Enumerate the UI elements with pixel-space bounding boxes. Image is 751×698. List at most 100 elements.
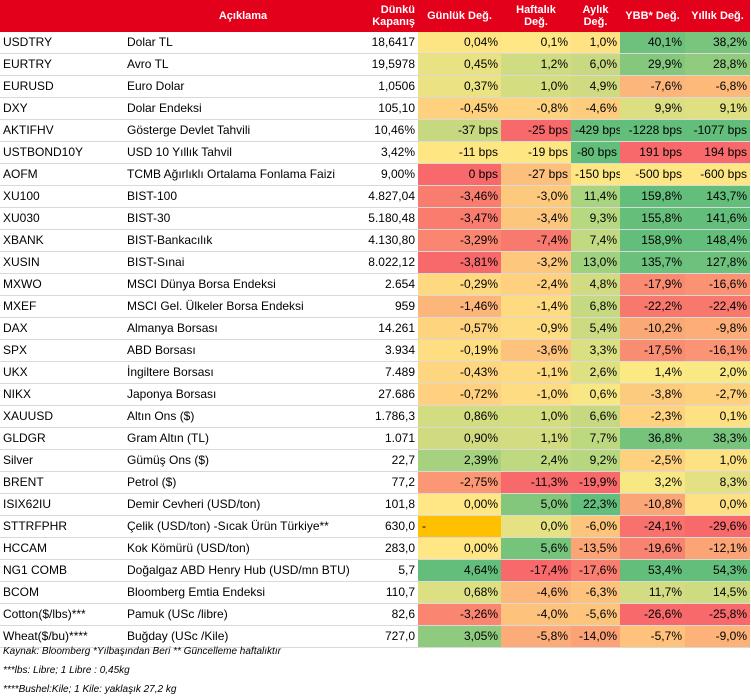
cell-daily-change: -3,29% xyxy=(418,229,501,252)
table-row: UKX İngiltere Borsası 7.489 -0,43% -1,1% 2,6%… xyxy=(0,361,750,384)
cell-daily-change: -0,19% xyxy=(418,339,501,362)
table-row: Wheat($/bu)**** Buğday (USc /Kile) 727,0 3,… xyxy=(0,625,750,648)
cell-ytd-change: 53,4% xyxy=(620,559,685,582)
table-row: XBANK BIST-Bankacılık 4.130,80 -3,29% -7,4% 7… xyxy=(0,229,750,252)
cell-daily-change: -37 bps xyxy=(418,119,501,142)
cell-ytd-change: 1,4% xyxy=(620,361,685,384)
cell-close: 4.130,80 xyxy=(363,229,418,252)
table-row: XU030 BIST-30 5.180,48 -3,47% -3,4% 9,3% 155,8… xyxy=(0,207,750,230)
cell-weekly-change: 1,2% xyxy=(501,53,571,76)
cell-monthly-change: 3,3% xyxy=(571,339,620,362)
cell-close: 22,7 xyxy=(363,449,418,472)
cell-close: 5,7 xyxy=(363,559,418,582)
footnote-bushel: ****Bushel:Kile; 1 Kile: yaklaşık 27,2 k… xyxy=(3,684,177,695)
table-row: USDTRY Dolar TL 18,6417 0,04% 0,1% 1,0% 40,1% 3… xyxy=(0,32,750,54)
header-dunku-kapanis: Dünkü Kapanış xyxy=(363,0,418,32)
cell-weekly-change: -3,4% xyxy=(501,207,571,230)
table-row: GLDGR Gram Altın (TL) 1.071 0,90% 1,1% 7,7% 36… xyxy=(0,427,750,450)
cell-ytd-change: -1228 bps xyxy=(620,119,685,142)
cell-monthly-change: -150 bps xyxy=(571,163,620,186)
cell-yearly-change: 0,1% xyxy=(685,405,750,428)
cell-description: Pamuk (USc /libre) xyxy=(123,603,363,626)
header-aylik: Aylık Değ. xyxy=(571,0,620,32)
table-row: XUSIN BIST-Sınai 8.022,12 -3,81% -3,2% 13,0% 1… xyxy=(0,251,750,274)
cell-code: ISIX62IU xyxy=(0,493,123,516)
cell-monthly-change: 11,4% xyxy=(571,185,620,208)
cell-yearly-change: 141,6% xyxy=(685,207,750,230)
cell-ytd-change: 11,7% xyxy=(620,581,685,604)
cell-ytd-change: 135,7% xyxy=(620,251,685,274)
cell-weekly-change: 1,0% xyxy=(501,405,571,428)
cell-yearly-change: -9,0% xyxy=(685,625,750,648)
cell-yearly-change: 143,7% xyxy=(685,185,750,208)
cell-close: 630,0 xyxy=(363,515,418,538)
cell-ytd-change: -17,9% xyxy=(620,273,685,296)
cell-close: 7.489 xyxy=(363,361,418,384)
cell-weekly-change: 5,0% xyxy=(501,493,571,516)
cell-yearly-change: -22,4% xyxy=(685,295,750,318)
cell-monthly-change: 22,3% xyxy=(571,493,620,516)
cell-ytd-change: -2,5% xyxy=(620,449,685,472)
cell-ytd-change: -19,6% xyxy=(620,537,685,560)
cell-code: Wheat($/bu)**** xyxy=(0,625,123,648)
cell-monthly-change: 2,6% xyxy=(571,361,620,384)
cell-daily-change: 3,05% xyxy=(418,625,501,648)
table-row: XAUUSD Altın Ons ($) 1.786,3 0,86% 1,0% 6,6% -… xyxy=(0,405,750,428)
cell-close: 77,2 xyxy=(363,471,418,494)
cell-description: Altın Ons ($) xyxy=(123,405,363,428)
cell-code: NIKX xyxy=(0,383,123,406)
cell-daily-change: 4,64% xyxy=(418,559,501,582)
cell-weekly-change: -1,0% xyxy=(501,383,571,406)
cell-close: 8.022,12 xyxy=(363,251,418,274)
cell-code: XAUUSD xyxy=(0,405,123,428)
cell-close: 27.686 xyxy=(363,383,418,406)
header-ybb: YBB* Değ. xyxy=(620,0,685,32)
cell-close: 283,0 xyxy=(363,537,418,560)
cell-yearly-change: 8,3% xyxy=(685,471,750,494)
cell-yearly-change: -2,7% xyxy=(685,383,750,406)
cell-code: HCCAM xyxy=(0,537,123,560)
cell-daily-change: -0,43% xyxy=(418,361,501,384)
cell-daily-change: -0,45% xyxy=(418,97,501,120)
cell-weekly-change: -0,8% xyxy=(501,97,571,120)
cell-weekly-change: 1,0% xyxy=(501,75,571,98)
cell-code: DXY xyxy=(0,97,123,120)
cell-daily-change: -3,26% xyxy=(418,603,501,626)
table-row: BRENT Petrol ($) 77,2 -2,75% -11,3% -19,9% 3,2… xyxy=(0,471,750,494)
cell-monthly-change: -6,0% xyxy=(571,515,620,538)
cell-description: Dolar TL xyxy=(123,32,363,54)
cell-ytd-change: -10,2% xyxy=(620,317,685,340)
cell-ytd-change: -5,7% xyxy=(620,625,685,648)
table-row: NG1 COMB Doğalgaz ABD Henry Hub (USD/mn B… xyxy=(0,559,750,582)
cell-close: 3,42% xyxy=(363,141,418,164)
cell-description: TCMB Ağırlıklı Ortalama Fonlama Faizi xyxy=(123,163,363,186)
cell-monthly-change: -6,3% xyxy=(571,581,620,604)
cell-close: 19,5978 xyxy=(363,53,418,76)
cell-monthly-change: 4,8% xyxy=(571,273,620,296)
cell-ytd-change: -500 bps xyxy=(620,163,685,186)
cell-weekly-change: -1,1% xyxy=(501,361,571,384)
cell-code: AKTIFHV xyxy=(0,119,123,142)
cell-ytd-change: -24,1% xyxy=(620,515,685,538)
cell-code: XU100 xyxy=(0,185,123,208)
cell-monthly-change: -429 bps xyxy=(571,119,620,142)
cell-weekly-change: -2,4% xyxy=(501,273,571,296)
cell-daily-change: -11 bps xyxy=(418,141,501,164)
cell-description: Gram Altın (TL) xyxy=(123,427,363,450)
cell-ytd-change: -26,6% xyxy=(620,603,685,626)
cell-close: 82,6 xyxy=(363,603,418,626)
cell-monthly-change: -13,5% xyxy=(571,537,620,560)
cell-description: İngiltere Borsası xyxy=(123,361,363,384)
cell-weekly-change: -17,4% xyxy=(501,559,571,582)
cell-yearly-change: 9,1% xyxy=(685,97,750,120)
cell-ytd-change: 9,9% xyxy=(620,97,685,120)
cell-weekly-change: -4,0% xyxy=(501,603,571,626)
cell-daily-change: -3,47% xyxy=(418,207,501,230)
cell-close: 18,6417 xyxy=(363,32,418,54)
cell-code: STTRFPHR xyxy=(0,515,123,538)
cell-description: Demir Cevheri (USD/ton) xyxy=(123,493,363,516)
cell-daily-change: -0,57% xyxy=(418,317,501,340)
cell-weekly-change: -1,4% xyxy=(501,295,571,318)
cell-description: Dolar Endeksi xyxy=(123,97,363,120)
cell-yearly-change: 194 bps xyxy=(685,141,750,164)
